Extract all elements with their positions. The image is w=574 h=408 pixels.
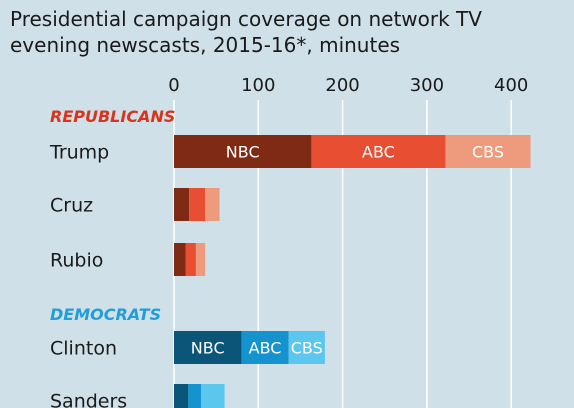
x-tick-label: 300 <box>410 75 444 96</box>
candidate-name: Clinton <box>50 338 117 360</box>
bar-segment <box>195 243 206 276</box>
x-tick-label: 400 <box>494 75 528 96</box>
bar-segment <box>174 243 186 276</box>
chart-title-line-2: evening newscasts, 2015-16*, minutes <box>10 33 400 57</box>
bar-segment <box>205 188 220 221</box>
bar-segment <box>174 331 242 364</box>
bar-segment <box>189 188 206 221</box>
group-label: REPUBLICANS <box>50 107 175 126</box>
bar-segment <box>445 135 531 168</box>
segment-label: ABC <box>362 143 395 162</box>
segment-label: CBS <box>291 339 323 358</box>
bars <box>174 135 531 408</box>
candidate-name: Trump <box>49 142 109 164</box>
segment-label: NBC <box>226 143 260 162</box>
bar-segment <box>188 384 201 408</box>
bar-segment <box>311 135 446 168</box>
x-tick-label: 100 <box>241 75 275 96</box>
bar-segment <box>174 188 190 221</box>
candidate-name: Rubio <box>50 250 103 272</box>
candidate-name: Cruz <box>50 195 93 217</box>
bar-segment <box>288 331 325 364</box>
candidate-name: Sanders <box>50 391 127 408</box>
x-tick-label: 0 <box>168 75 179 96</box>
labels: REPUBLICANS Trump NBC ABC CBS Cruz Rubio DEMOCR… <box>49 107 504 408</box>
bar-segment <box>185 243 196 276</box>
x-axis-ticks: 0 100 200 300 400 <box>168 75 528 96</box>
x-tick-label: 200 <box>325 75 359 96</box>
chart-title-line-1: Presidential campaign coverage on networ… <box>10 7 482 31</box>
bar-segment <box>174 135 312 168</box>
group-label: DEMOCRATS <box>50 305 161 324</box>
segment-label: NBC <box>191 339 225 358</box>
bar-segment <box>241 331 289 364</box>
bar-segment <box>200 384 225 408</box>
segment-label: ABC <box>249 339 282 358</box>
bar-segment <box>174 384 189 408</box>
segment-label: CBS <box>472 143 504 162</box>
